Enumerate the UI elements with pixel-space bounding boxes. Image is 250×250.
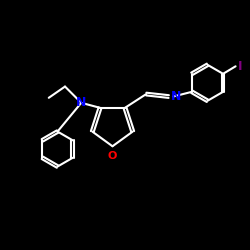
Text: I: I xyxy=(238,60,242,73)
Text: N: N xyxy=(76,96,86,109)
Text: O: O xyxy=(108,151,117,161)
Text: N: N xyxy=(170,90,181,103)
